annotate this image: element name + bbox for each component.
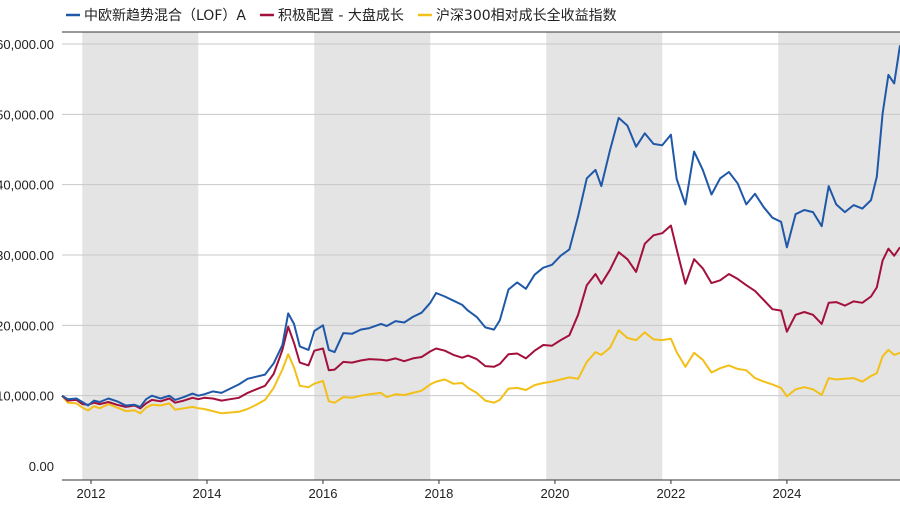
legend-label-2: 积极配置 - 大盘成长	[278, 7, 404, 24]
y-tick-label: 10,000.00	[0, 389, 54, 404]
shaded-bands	[82, 32, 900, 480]
x-tick-label: 2022	[656, 486, 685, 501]
x-tick-label: 2012	[77, 486, 106, 501]
series-3-line	[61, 329, 900, 415]
series-1-line	[61, 45, 900, 408]
legend-label-1: 中欧新趋势混合（LOF）A	[84, 8, 246, 24]
y-tick-label: 60,000.00	[0, 37, 54, 52]
legend-label-3: 沪深300相对成长全收益指数	[436, 7, 617, 24]
y-tick-label: 30,000.00	[0, 248, 54, 263]
series-2-line	[61, 224, 900, 410]
y-tick-label: 20,000.00	[0, 318, 54, 333]
y-tick-label: 0.00	[29, 459, 54, 474]
y-tick-label: 40,000.00	[0, 178, 54, 193]
series-lines	[61, 45, 900, 415]
x-tick-label: 2016	[309, 486, 338, 501]
x-tick-label: 2024	[772, 486, 801, 501]
x-tick-label: 2020	[540, 486, 569, 501]
x-tick-label: 2018	[424, 486, 453, 501]
legend: 中欧新趋势混合（LOF）A 积极配置 - 大盘成长 沪深300相对成长全收益指数	[66, 7, 617, 24]
y-tick-label: 50,000.00	[0, 107, 54, 122]
axes: 0.00 10,000.00 20,000.00 30,000.00 40,000.00…	[0, 31, 900, 501]
shaded-band-3	[546, 32, 663, 480]
shaded-band-4	[778, 32, 900, 480]
shaded-band-2	[314, 32, 431, 480]
x-tick-label: 2014	[193, 486, 222, 501]
